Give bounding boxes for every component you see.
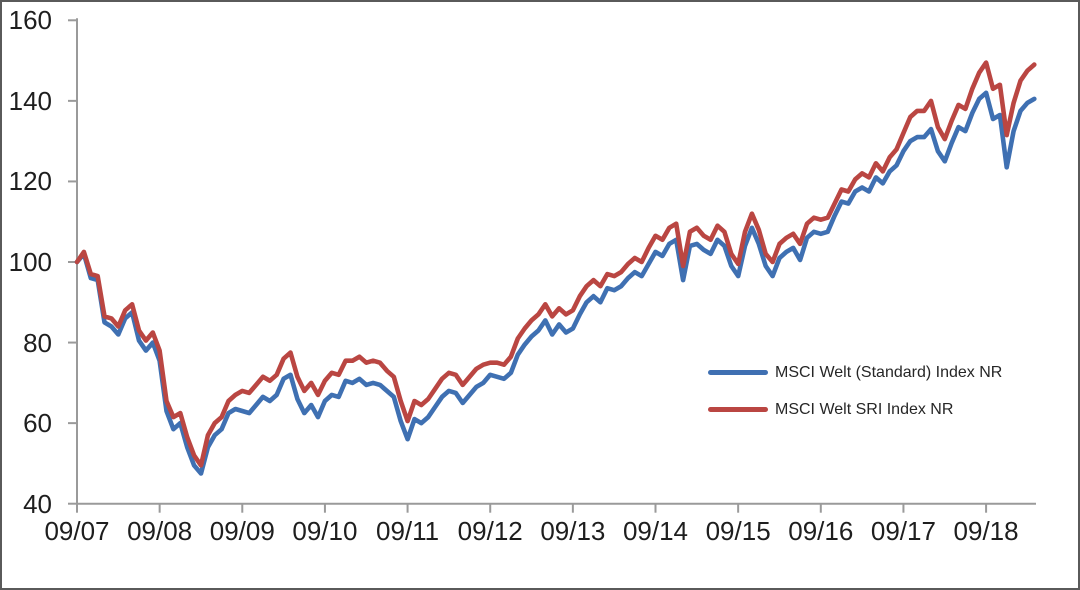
x-axis-label: 09/12 xyxy=(457,516,523,546)
y-axis-label: 60 xyxy=(23,408,52,439)
x-axis-label: 09/17 xyxy=(870,516,936,546)
x-axis-label: 09/13 xyxy=(540,516,606,546)
legend-entry-standard: MSCI Welt (Standard) Index NR xyxy=(708,354,1002,391)
x-axis-label: 09/15 xyxy=(705,516,771,546)
x-axis-label: 09/14 xyxy=(622,516,689,546)
y-axis-label: 120 xyxy=(8,166,52,197)
x-axis-label: 09/10 xyxy=(292,516,358,546)
legend-label-standard: MSCI Welt (Standard) Index NR xyxy=(775,363,1003,381)
series-line-msci-standard xyxy=(74,90,1037,476)
x-axis-label: 09/11 xyxy=(375,516,440,546)
y-axis-label: 80 xyxy=(23,327,52,358)
y-axis-label: 140 xyxy=(8,85,52,116)
x-axis-label: 09/09 xyxy=(209,516,275,546)
legend-swatch-sri-line xyxy=(708,407,768,412)
y-axis-label: 40 xyxy=(23,488,52,519)
legend: MSCI Welt (Standard) Index NR MSCI Welt … xyxy=(708,354,1002,428)
x-axis-label: 09/16 xyxy=(788,516,854,546)
x-axis-label: 09/08 xyxy=(127,516,193,546)
x-axis-label: 09/18 xyxy=(953,516,1019,546)
x-axis-label: 09/07 xyxy=(44,516,110,546)
legend-label-sri: MSCI Welt SRI Index NR xyxy=(775,400,954,418)
y-axis-label: 100 xyxy=(8,247,52,277)
legend-entry-sri: MSCI Welt SRI Index NR xyxy=(708,391,1002,428)
legend-swatch-standard-line xyxy=(708,370,768,375)
y-axis-label: 160 xyxy=(8,5,52,36)
series-line-msci-sri xyxy=(74,60,1037,468)
